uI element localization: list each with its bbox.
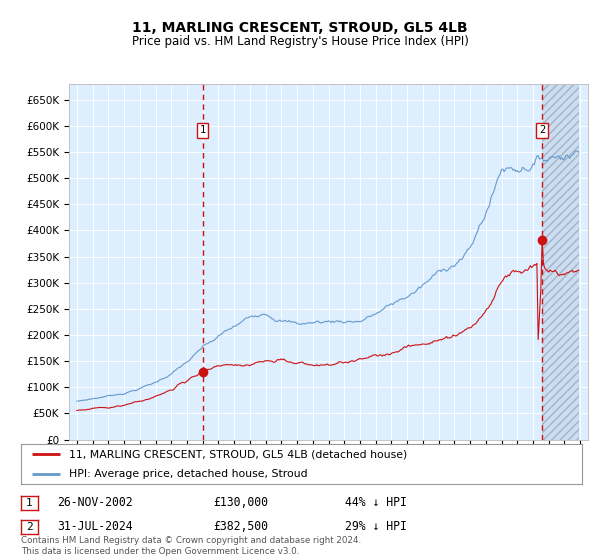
Text: 29% ↓ HPI: 29% ↓ HPI [345, 520, 407, 533]
Text: 31-JUL-2024: 31-JUL-2024 [57, 520, 133, 533]
Text: £382,500: £382,500 [213, 520, 268, 533]
Text: 44% ↓ HPI: 44% ↓ HPI [345, 496, 407, 509]
Text: Price paid vs. HM Land Registry's House Price Index (HPI): Price paid vs. HM Land Registry's House … [131, 35, 469, 48]
Text: £130,000: £130,000 [213, 496, 268, 509]
Text: 2: 2 [539, 125, 545, 135]
Text: 1: 1 [200, 125, 206, 135]
Text: 1: 1 [26, 498, 33, 508]
Text: HPI: Average price, detached house, Stroud: HPI: Average price, detached house, Stro… [68, 469, 307, 479]
Text: 11, MARLING CRESCENT, STROUD, GL5 4LB: 11, MARLING CRESCENT, STROUD, GL5 4LB [132, 21, 468, 35]
Text: 2: 2 [26, 522, 33, 532]
Text: Contains HM Land Registry data © Crown copyright and database right 2024.
This d: Contains HM Land Registry data © Crown c… [21, 536, 361, 556]
Text: 11, MARLING CRESCENT, STROUD, GL5 4LB (detached house): 11, MARLING CRESCENT, STROUD, GL5 4LB (d… [68, 449, 407, 459]
Text: 26-NOV-2002: 26-NOV-2002 [57, 496, 133, 509]
